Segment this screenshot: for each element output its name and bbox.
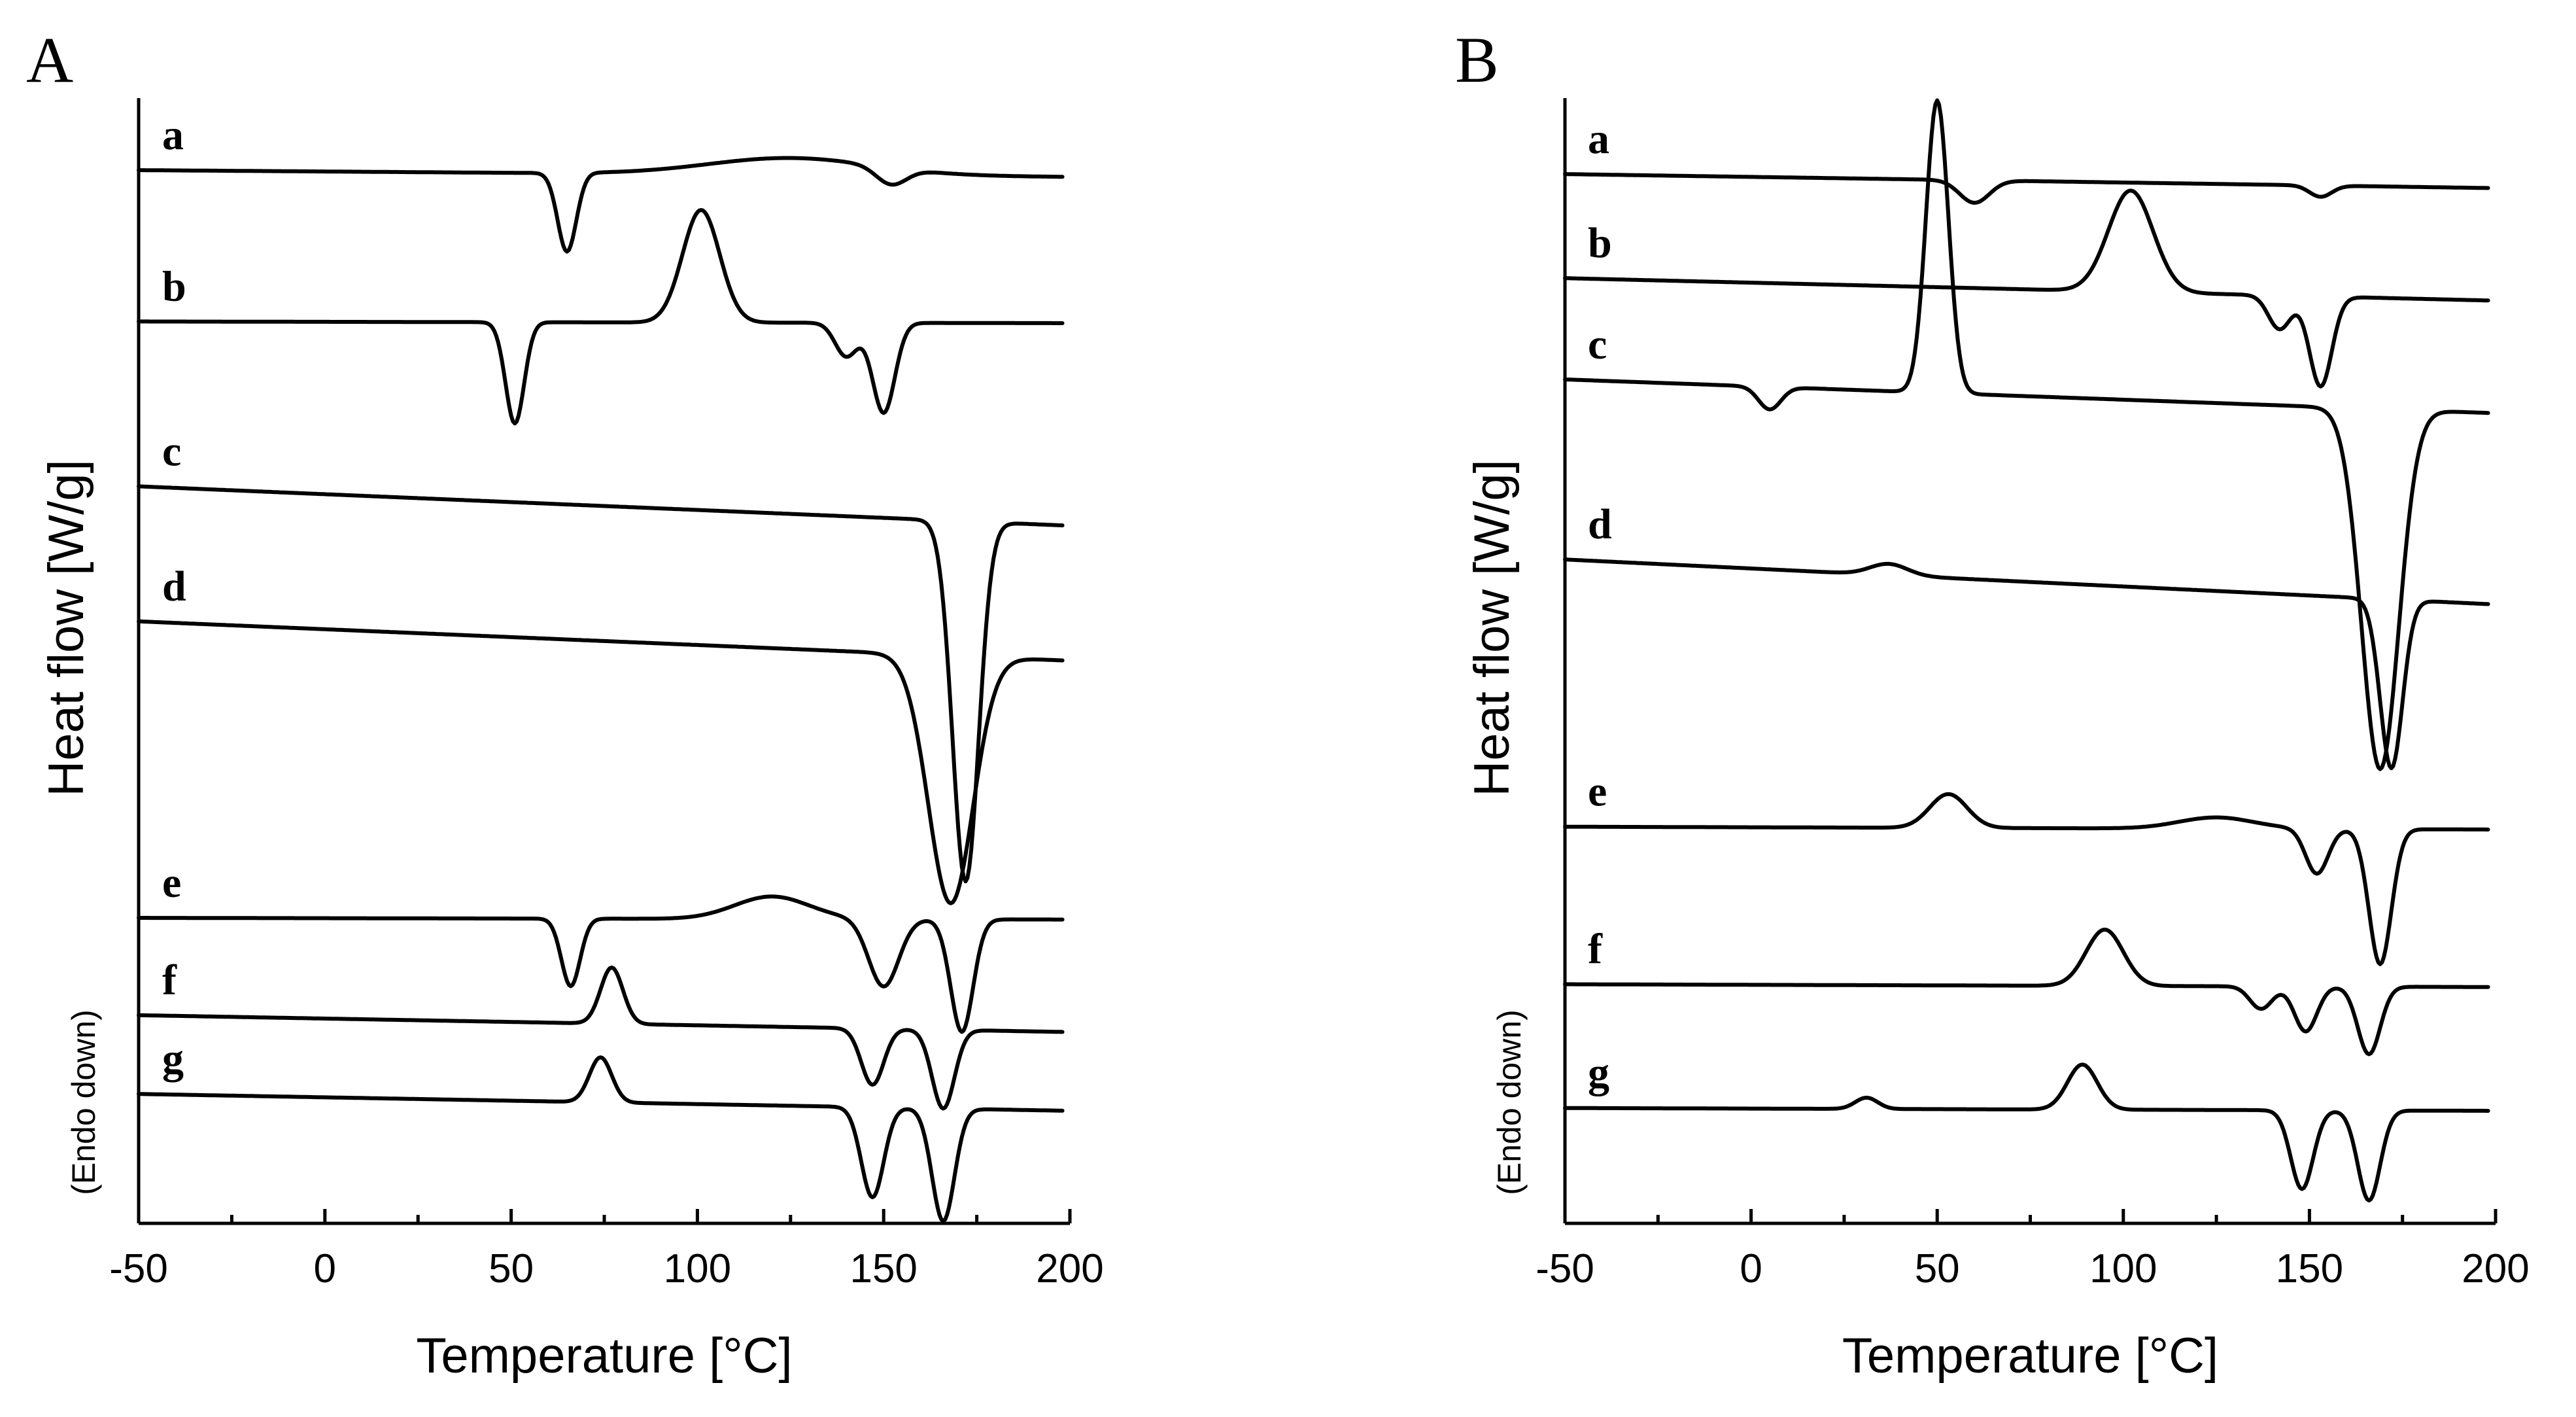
- curve-b: [1563, 188, 2490, 389]
- curve-g: [137, 1055, 1065, 1223]
- curve-label-c: c: [162, 427, 181, 475]
- x-tick-label: 0: [1740, 1246, 1762, 1291]
- x-tick-label: 150: [2276, 1246, 2343, 1291]
- curve-label-b: b: [162, 262, 186, 310]
- x-tick-label: 100: [2089, 1246, 2157, 1291]
- panel-letter: A: [26, 24, 73, 96]
- curve-label-e: e: [162, 859, 181, 907]
- panel-B: B -50 0 50 100 150 200 Temperature [°C] Heat flo…: [1455, 24, 2530, 1384]
- curve-label-f: f: [1588, 926, 1603, 973]
- curve-label-d: d: [1588, 500, 1612, 548]
- curve-f: [1563, 928, 2490, 1057]
- curve-label-b: b: [1588, 219, 1612, 267]
- curve-label-c: c: [1588, 321, 1607, 368]
- curve-f: [137, 965, 1065, 1111]
- x-tick-label: 200: [1036, 1246, 1103, 1291]
- curve-label-a: a: [162, 111, 184, 159]
- curve-a: [1563, 172, 2490, 205]
- curve-label-g: g: [1588, 1049, 1609, 1097]
- y-axis-title: Heat flow [W/g]: [39, 459, 94, 796]
- x-tick-label: 0: [314, 1246, 336, 1291]
- panel-letter: B: [1455, 24, 1499, 96]
- curve-e: [137, 894, 1065, 1034]
- curve-d: [1563, 557, 2490, 771]
- x-tick-label: -50: [1536, 1246, 1594, 1291]
- curve-g: [1563, 1062, 2490, 1202]
- curve-c: [137, 484, 1065, 884]
- curve-label-a: a: [1588, 115, 1609, 163]
- x-tick-label: 50: [1915, 1246, 1960, 1291]
- curve-b: [137, 208, 1065, 426]
- curve-label-g: g: [162, 1035, 184, 1083]
- x-tick-label: 50: [489, 1246, 534, 1291]
- curve-c: [1563, 98, 2490, 771]
- panel-A: A -50 0 50 100 150 200 Temperature [°C] Heat flo…: [26, 24, 1104, 1384]
- x-tick-label: 200: [2462, 1246, 2529, 1291]
- endo-down-note: (Endo down): [65, 1009, 102, 1195]
- y-axis-title: Heat flow [W/g]: [1464, 459, 1520, 796]
- x-axis-title: Temperature [°C]: [1842, 1328, 2218, 1384]
- curve-label-e: e: [1588, 768, 1607, 816]
- curve-e: [1563, 792, 2490, 966]
- x-axis-title: Temperature [°C]: [416, 1328, 792, 1384]
- endo-down-note: (Endo down): [1491, 1009, 1528, 1195]
- x-tick-label: 150: [850, 1246, 917, 1291]
- x-tick-label: -50: [109, 1246, 168, 1291]
- curve-label-d: d: [162, 563, 186, 610]
- curve-label-f: f: [162, 956, 177, 1004]
- curve-a: [137, 156, 1065, 254]
- x-tick-label: 100: [664, 1246, 731, 1291]
- curve-d: [137, 619, 1065, 905]
